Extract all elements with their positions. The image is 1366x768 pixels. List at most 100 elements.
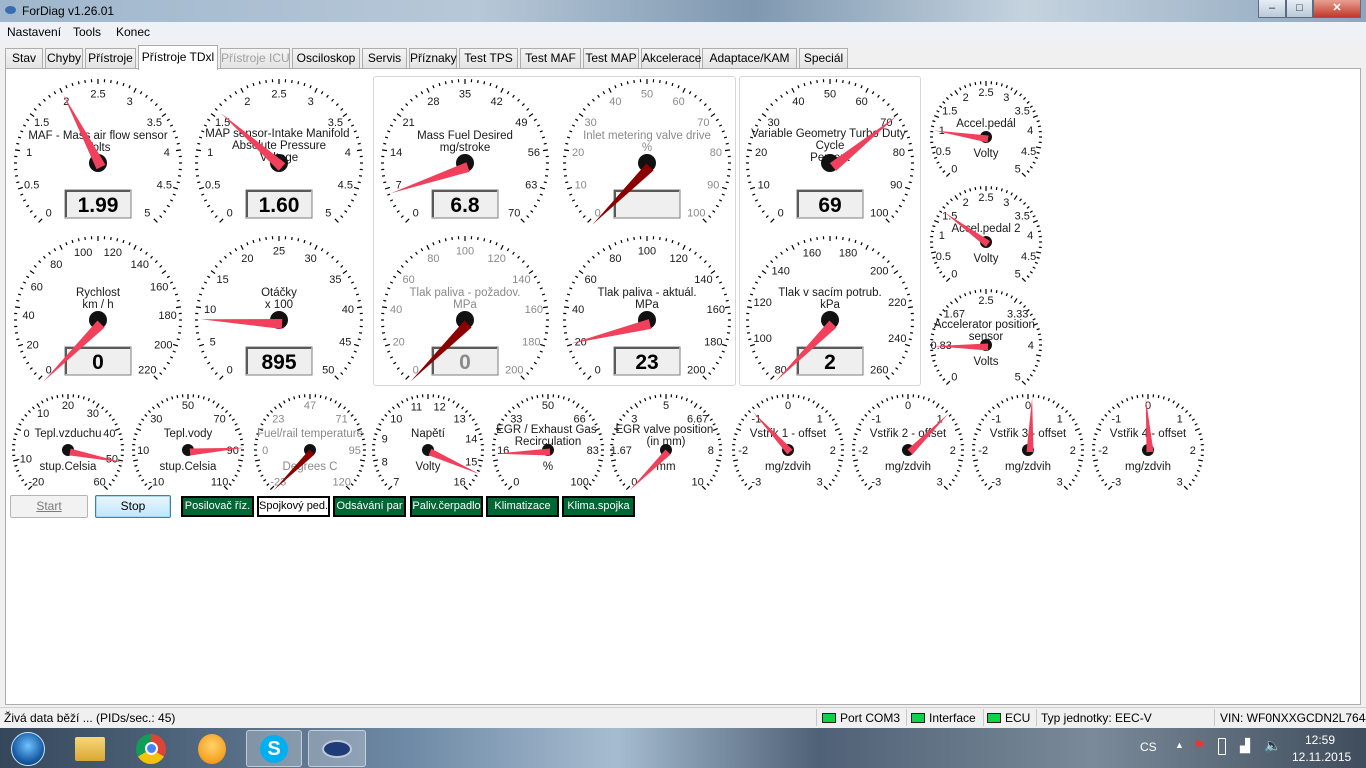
gauge-tick: [1021, 380, 1027, 386]
gauge-tick: [215, 403, 220, 408]
gauge-tick: [1021, 172, 1027, 178]
gauge-tick: [17, 136, 22, 139]
gauge-tick: [48, 94, 51, 98]
gauge-tick: [803, 82, 806, 87]
gauge-tick: [569, 287, 573, 290]
gauge-tick: [214, 215, 218, 219]
gauge-tick: [557, 394, 560, 399]
gauge-scale-label: 2: [963, 92, 969, 104]
gauge-tick: [378, 423, 382, 426]
tab-test-tps[interactable]: Test TPS: [459, 48, 518, 69]
gauge-tick: [38, 218, 43, 223]
gauge-tick: [118, 464, 122, 467]
gauge-tick: [14, 149, 21, 152]
gauge-tick: [1034, 156, 1038, 159]
taskbar-chrome[interactable]: [123, 730, 179, 767]
gauge-tick: [898, 275, 902, 279]
network-icon[interactable]: ▟: [1240, 738, 1250, 753]
gauge-tick: [1197, 459, 1204, 462]
clock-date[interactable]: 12.11.2015: [1292, 750, 1352, 764]
gauge-tick: [494, 433, 498, 436]
start-orb-button[interactable]: [0, 730, 56, 767]
gauge-tick: [541, 293, 546, 296]
gauge-tick: [512, 94, 515, 98]
clock-time[interactable]: 12:59: [1305, 733, 1336, 747]
tab-servis[interactable]: Servis: [362, 48, 407, 69]
gauge-tick: [376, 428, 382, 432]
gauge-tick: [154, 260, 158, 264]
gauge-tick: [569, 350, 573, 353]
gauge-tick: [202, 396, 205, 400]
gauge-tick: [225, 409, 229, 413]
gauge-scale-label: 3: [937, 477, 943, 489]
gauge-tick: [197, 299, 201, 302]
gauge-tick: [649, 396, 652, 400]
gauge-tick: [288, 398, 291, 402]
battery-icon[interactable]: [1218, 738, 1226, 755]
tab-chyby[interactable]: Chyby: [45, 48, 83, 69]
stop-button[interactable]: Stop: [95, 495, 171, 518]
tab-speci-l[interactable]: Speciál: [799, 48, 848, 69]
gauge-tick: [904, 343, 911, 347]
taskbar-explorer[interactable]: [62, 730, 118, 767]
gauge-tick: [1019, 301, 1022, 305]
gauge-tick: [520, 218, 525, 223]
gauge-tick: [396, 270, 402, 275]
volume-icon[interactable]: 🔈: [1264, 737, 1282, 753]
gauge-tick: [1036, 225, 1040, 228]
tab-p-znaky[interactable]: Příznaky: [409, 48, 457, 69]
gauge-tick: [734, 433, 738, 436]
gauge-tick: [1013, 195, 1018, 200]
gauge-tick: [210, 367, 214, 370]
gauge-tick: [1037, 230, 1042, 233]
menu-konec[interactable]: Konec: [116, 25, 151, 39]
gauge-scale-label: 0: [951, 372, 957, 384]
gauge-tick: [703, 103, 707, 107]
show-hidden-icons[interactable]: ▲: [1175, 740, 1184, 750]
tab-test-map[interactable]: Test MAP: [583, 48, 639, 69]
gauge-tick: [393, 118, 397, 122]
gauge-tick: [432, 85, 435, 89]
gauge-tick: [854, 82, 857, 87]
tab-test-maf[interactable]: Test MAF: [520, 48, 581, 69]
minimize-button[interactable]: –: [1258, 0, 1286, 18]
gauge-tick: [71, 82, 74, 87]
gauge-value: 895: [261, 351, 296, 374]
gauge-tick: [334, 218, 339, 223]
tab-akcelerace[interactable]: Akcelerace: [641, 48, 701, 69]
gauge-title: Variable Geometry Turbo Duty Cycle: [751, 128, 909, 152]
tab-p-stroje-icu[interactable]: Přístroje ICU: [220, 48, 290, 69]
language-indicator[interactable]: CS: [1140, 740, 1157, 754]
gauge-ticks: [254, 394, 366, 491]
gauge-tick: [396, 367, 400, 370]
gauge-tick: [166, 398, 169, 402]
taskbar-fordiag[interactable]: [308, 730, 366, 767]
gauge-tick: [721, 186, 728, 190]
gauge-tick: [861, 418, 865, 422]
menu-tools[interactable]: Tools: [73, 25, 102, 39]
tab-p-stroje[interactable]: Přístroje: [85, 48, 136, 69]
tab-p-stroje-tdxl[interactable]: Přístroje TDxl: [138, 45, 218, 70]
menu-nastaveni[interactable]: Nastavení: [7, 25, 62, 39]
tab-stav[interactable]: Stav: [5, 48, 43, 69]
action-center-icon[interactable]: ⚑: [1193, 737, 1206, 753]
gauge-tick: [526, 107, 530, 111]
taskbar-media-player[interactable]: [184, 730, 240, 767]
tab-adaptace-kam[interactable]: Adaptace/KAM: [702, 48, 797, 69]
gauge-tick: [344, 367, 348, 370]
gauge-tick: [724, 149, 731, 152]
gauge-tick: [565, 338, 569, 341]
maximize-button[interactable]: □: [1286, 0, 1313, 18]
gauge-tick: [752, 287, 756, 290]
gauge-scale-label: 70: [508, 207, 520, 219]
gauge-tick: [908, 299, 912, 302]
gauge-tick: [420, 248, 424, 252]
start-button[interactable]: Start: [10, 495, 88, 518]
indicator-2: Odsávání par: [333, 496, 406, 517]
taskbar-skype[interactable]: S: [246, 730, 302, 767]
tab-osciloskop[interactable]: Osciloskop: [292, 48, 360, 69]
gauge-scale-label: 95: [349, 445, 361, 457]
gauge-tick: [770, 103, 774, 107]
gauge-tick: [444, 81, 447, 85]
close-button[interactable]: ✕: [1313, 0, 1361, 18]
